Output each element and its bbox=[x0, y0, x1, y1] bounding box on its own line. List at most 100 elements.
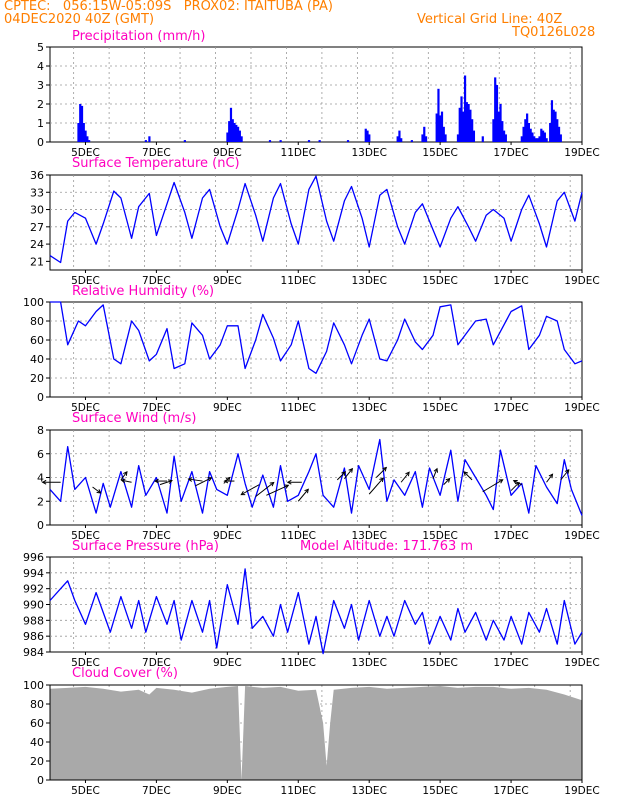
wind-xtick-label: 13DEC bbox=[351, 530, 386, 542]
temp-xtick-label: 17DEC bbox=[493, 275, 528, 287]
wind-arrow-shaft bbox=[432, 468, 438, 479]
precip-bar bbox=[549, 123, 552, 142]
precip-ytick-label: 3 bbox=[37, 79, 44, 92]
model-altitude-label: Model Altitude: 171.763 m bbox=[300, 539, 474, 554]
rh-xtick-label: 9DEC bbox=[213, 402, 242, 414]
precip-bar bbox=[231, 119, 234, 142]
precip-bar bbox=[233, 123, 236, 142]
temp-ytick-label: 30 bbox=[30, 204, 44, 217]
temp-ytick-label: 21 bbox=[30, 255, 44, 268]
wind-xtick-label: 15DEC bbox=[422, 530, 457, 542]
precip-bar bbox=[541, 130, 545, 142]
precip-bar bbox=[524, 119, 527, 142]
press-xtick-label: 5DEC bbox=[71, 657, 100, 669]
header-station: CPTEC: 056:15W-05:09S PROX02: ITAITUBA (… bbox=[4, 0, 333, 14]
press-ytick-label: 990 bbox=[23, 599, 44, 612]
precip-bar bbox=[236, 126, 240, 142]
precip-bar bbox=[238, 130, 241, 142]
precip-xtick-label: 5DEC bbox=[71, 147, 100, 159]
precip-title: Precipitation (mm/h) bbox=[72, 29, 206, 44]
temp-series-line bbox=[49, 175, 583, 264]
precip-bar bbox=[526, 113, 529, 142]
precip-bar bbox=[456, 134, 460, 142]
precip-bar bbox=[465, 102, 468, 142]
precip-bar bbox=[368, 134, 371, 142]
rh-ytick-label: 40 bbox=[30, 353, 44, 366]
rh-xtick-label: 13DEC bbox=[351, 402, 386, 414]
precip-bar bbox=[424, 136, 428, 142]
wind-arrow-head bbox=[348, 467, 354, 473]
precip-bar bbox=[148, 136, 151, 142]
panel-temp: 21 24 27 30 33 36 5DEC 7DEC 9DEC 11DEC 13DEC 15DEC 1… bbox=[30, 169, 600, 287]
precip-bar bbox=[398, 130, 401, 142]
cloud-frame-top bbox=[49, 684, 583, 781]
precip-bar bbox=[501, 121, 504, 142]
wind-ytick-label: 0 bbox=[37, 519, 44, 532]
wind-arrow-head bbox=[515, 481, 520, 487]
precip-bar bbox=[307, 140, 311, 142]
precip-bar bbox=[229, 107, 233, 142]
precip-bar bbox=[559, 134, 562, 142]
precip-bar bbox=[183, 140, 186, 142]
precip-bar bbox=[77, 123, 80, 142]
wind-xtick-label: 7DEC bbox=[142, 530, 171, 542]
wind-title: Surface Wind (m/s) bbox=[72, 411, 197, 426]
precip-bar bbox=[534, 138, 538, 142]
precip-bar bbox=[463, 75, 467, 142]
press-xtick-label: 19DEC bbox=[564, 657, 599, 669]
wind-arrow-shaft bbox=[546, 473, 553, 483]
cloud-xtick-label: 19DEC bbox=[564, 785, 599, 797]
precip-bar bbox=[552, 109, 555, 142]
wind-ytick-label: 6 bbox=[37, 448, 44, 461]
precip-bar bbox=[495, 85, 499, 142]
wind-arrow-shaft bbox=[375, 467, 387, 478]
press-xtick-label: 11DEC bbox=[281, 657, 316, 669]
wind-xtick-label: 5DEC bbox=[71, 530, 100, 542]
precip-bar bbox=[444, 134, 447, 142]
precip-bar bbox=[472, 130, 476, 142]
wind-arrow-shaft bbox=[195, 477, 212, 487]
wind-arrow-shaft bbox=[223, 477, 231, 484]
precip-bar bbox=[504, 134, 507, 142]
precip-bar bbox=[543, 132, 546, 142]
wind-xtick-label: 11DEC bbox=[281, 530, 316, 542]
precip-bar bbox=[440, 111, 444, 142]
precip-ytick-label: 2 bbox=[37, 98, 44, 111]
header-date: 04DEC2020 40Z (GMT) bbox=[4, 12, 155, 27]
wind-arrow-head bbox=[223, 478, 229, 484]
temp-xtick-label: 15DEC bbox=[422, 275, 457, 287]
precip-bar bbox=[88, 140, 91, 142]
precip-bar bbox=[279, 140, 282, 142]
precip-bar bbox=[439, 115, 442, 142]
precip-bar bbox=[366, 130, 369, 142]
precip-bar bbox=[226, 132, 229, 142]
precip-bar bbox=[462, 111, 465, 142]
wind-ytick-label: 8 bbox=[37, 424, 44, 437]
precip-bar bbox=[502, 130, 506, 142]
precip-bar bbox=[554, 111, 557, 142]
precip-bar bbox=[228, 121, 231, 142]
wind-arrow-head bbox=[433, 467, 439, 473]
precip-bar bbox=[499, 104, 502, 142]
wind-arrow-head bbox=[445, 477, 451, 483]
wind-arrow-head bbox=[207, 477, 213, 482]
rh-xtick-label: 7DEC bbox=[142, 402, 171, 414]
cloud-ytick-label: 20 bbox=[30, 755, 44, 768]
precip-bar bbox=[346, 140, 350, 142]
precip-ytick-label: 0 bbox=[37, 136, 44, 149]
cloud-ytick-label: 80 bbox=[30, 698, 44, 711]
cloud-xtick-label: 7DEC bbox=[142, 785, 171, 797]
temp-xtick-label: 9DEC bbox=[213, 275, 242, 287]
wind-arrow-head bbox=[167, 479, 173, 484]
precip-bar bbox=[533, 136, 536, 142]
wind-arrow-shaft bbox=[120, 471, 128, 481]
precip-bar bbox=[527, 123, 530, 142]
precip-bar bbox=[396, 136, 399, 142]
wind-arrow-head bbox=[153, 478, 159, 484]
wind-arrow-shaft bbox=[255, 482, 275, 497]
cloud-ytick-label: 0 bbox=[37, 774, 44, 787]
precip-bar bbox=[540, 128, 543, 142]
cloud-area bbox=[50, 686, 582, 780]
temp-ytick-label: 27 bbox=[30, 221, 44, 234]
